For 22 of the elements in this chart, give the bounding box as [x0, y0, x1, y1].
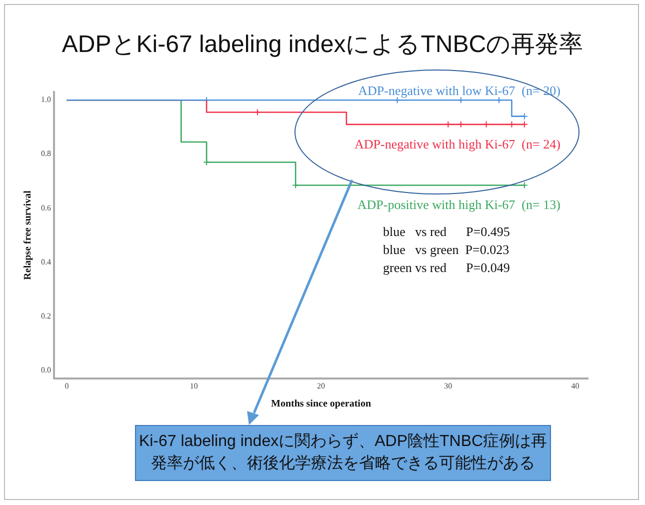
x-tick-label: 20 [317, 381, 325, 390]
series-label: ADP-negative with high Ki-67 (n= 24) [354, 136, 560, 152]
point [496, 96, 502, 104]
x-tick-label: 0 [64, 381, 69, 390]
y-tick-label: 1.0 [41, 95, 51, 104]
series-label: ADP-positive with high Ki-67 (n= 13) [357, 197, 560, 212]
x-axis-title: Months since operation [271, 398, 372, 410]
chart-title: ADPとKi-67 labeling indexによるTNBCの再発率 [60, 30, 584, 60]
annotation: blue vs green P=0.023 [383, 242, 510, 258]
text: Ki-67 labeling indexに関わらず、ADP陰性TNBC症例は再発率が低く、術後化学療法を省略できる可能性がある [135, 425, 551, 481]
x-tick-label: 40 [571, 381, 580, 390]
annotation: green vs red P=0.049 [383, 260, 510, 276]
y-tick-label: 0.8 [41, 149, 51, 158]
series-label: ADP-negative with low Ki-67 (n= 20) [358, 83, 560, 98]
x-tick-label: 30 [444, 381, 452, 390]
y-axis-title: Relapse free survival [22, 190, 34, 280]
y-tick-label: 0.6 [41, 203, 51, 212]
y-tick-label: 0.2 [41, 311, 51, 320]
y-tick-label: 0.0 [41, 365, 51, 374]
y-tick-label: 0.4 [41, 257, 51, 266]
annotation: blue vs red P=0.495 [383, 224, 510, 240]
x-tick-label: 10 [190, 381, 198, 390]
